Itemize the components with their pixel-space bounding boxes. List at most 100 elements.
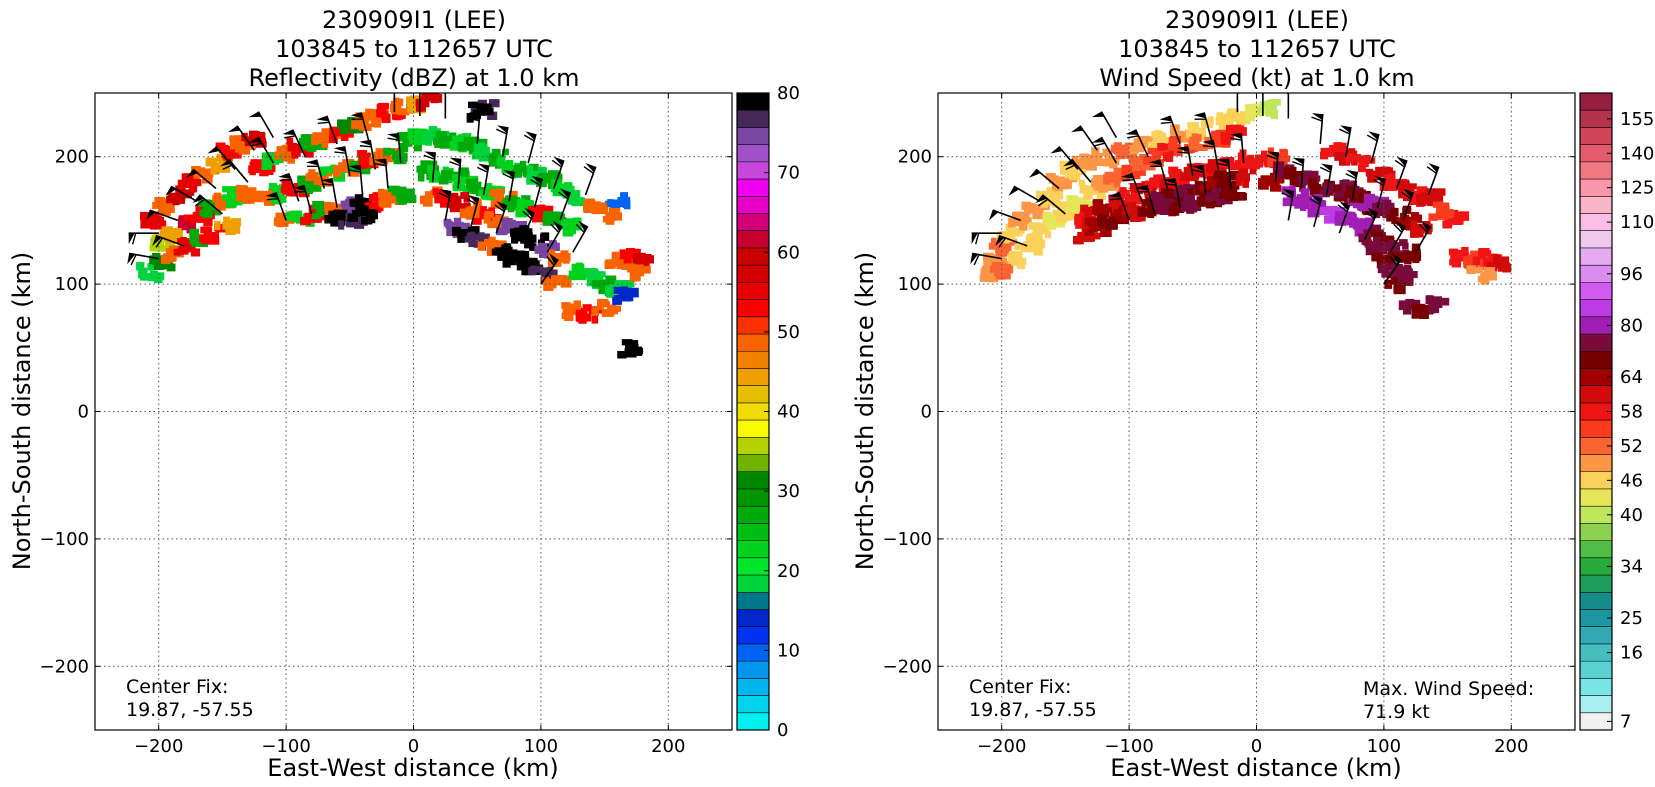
field-patch: [1008, 250, 1027, 270]
field-patch: [627, 263, 651, 282]
colorbar-swatch: [1580, 488, 1612, 507]
reflectivity-field: [136, 93, 654, 359]
colorbar-swatch: [737, 230, 769, 249]
plot-area: [95, 93, 732, 730]
colorbar-swatch: [1580, 385, 1612, 404]
wind-barb: [1345, 169, 1359, 202]
wind-barb: [583, 162, 597, 196]
colorbar-swatch: [737, 247, 769, 266]
wind-barb: [523, 131, 537, 164]
colorbar-swatch: [1580, 282, 1612, 300]
wind-barb: [558, 188, 572, 221]
colorbar-swatch: [737, 265, 769, 283]
colorbar-tick-label: 34: [1620, 556, 1643, 577]
wind-speed-panel: 230909I1 (LEE) 103845 to 112657 UTC Wind…: [851, 6, 1654, 782]
wind-barb: [1063, 158, 1092, 183]
colorbar-swatch: [1580, 144, 1612, 163]
colorbar-tick-label: 110: [1620, 212, 1654, 233]
wind-barb: [530, 175, 544, 208]
colorbar-swatch: [1580, 454, 1612, 473]
wind-barb: [1164, 177, 1181, 208]
x-axis: −200 −100 0 100 200: [977, 93, 1528, 757]
y-axis: −200 −100 0 100 200: [883, 147, 1575, 677]
wind-barb: [1091, 136, 1118, 164]
colorbar-swatch: [1580, 678, 1612, 696]
colorbar-swatch: [1580, 265, 1612, 283]
wind-barb: [1401, 188, 1415, 221]
x-tick-label: −200: [977, 736, 1026, 757]
field-patch: [140, 211, 167, 230]
wind-barb: [1281, 188, 1295, 221]
wind-barb: [476, 163, 490, 196]
field-patch: [583, 198, 608, 215]
colorbar-swatch: [1580, 712, 1612, 731]
field-patch: [1392, 264, 1418, 284]
wind-barbs: [970, 93, 1440, 285]
field-patch: [1220, 124, 1247, 145]
colorbar-swatch: [1580, 420, 1612, 438]
colorbar-swatch: [737, 127, 769, 145]
field-patch: [1466, 265, 1497, 285]
wind-barb: [1202, 139, 1220, 170]
colorbar-swatch: [1580, 575, 1612, 593]
field-patch: [1352, 217, 1374, 237]
wind-barb: [278, 172, 300, 202]
colorbar-swatch: [737, 678, 769, 696]
colorbar-tick-label: 10: [777, 640, 800, 661]
colorbar-tick-label: 58: [1620, 402, 1643, 423]
x-tick-label: 200: [651, 736, 685, 757]
field-patch: [989, 262, 1014, 280]
wind-barb: [127, 252, 159, 266]
wind-barb: [316, 115, 338, 145]
wind-barb: [1236, 93, 1239, 113]
colorbar-swatch: [737, 661, 769, 679]
center-fix-value: 19.87, -57.55: [126, 699, 254, 721]
colorbar-swatch: [1580, 661, 1612, 679]
colorbar-tick-label: 80: [777, 83, 800, 104]
wind-barb: [971, 232, 1002, 245]
y-tick-label: −100: [40, 529, 89, 550]
wind-barb: [1121, 172, 1143, 202]
colorbar-swatch: [737, 93, 769, 111]
y-tick-label: −200: [883, 656, 932, 677]
chart-title-line-1: 230909I1 (LEE): [322, 6, 506, 34]
wind-barb: [265, 191, 287, 221]
wind-barb: [321, 177, 338, 208]
wind-barb: [1389, 220, 1406, 253]
colorbar-swatch: [737, 540, 769, 559]
colorbar-tick-label: 50: [777, 322, 800, 343]
x-tick-label: 100: [1367, 736, 1401, 757]
wind-barb: [1091, 111, 1118, 138]
colorbar-swatch: [737, 609, 769, 628]
colorbar-tick-label: 70: [777, 163, 800, 184]
colorbar-swatch: [737, 454, 769, 473]
wind-barb: [1035, 194, 1066, 215]
wind-barb: [540, 253, 559, 285]
colorbar-swatch: [1580, 316, 1612, 335]
x-tick-label: 0: [1251, 736, 1262, 757]
colorbar-swatch: [737, 282, 769, 300]
field-patch: [1425, 295, 1450, 314]
colorbar-swatch: [737, 471, 769, 490]
colorbar-swatch: [737, 523, 769, 541]
field-patch: [297, 175, 322, 194]
wind-barb: [165, 185, 198, 202]
colorbar-swatch: [737, 385, 769, 404]
colorbar-swatch: [737, 626, 769, 645]
y-tick-label: 100: [898, 274, 932, 295]
colorbar-tick-label: 30: [777, 481, 800, 502]
colorbar-swatch: [737, 161, 769, 180]
field-patch: [561, 300, 582, 321]
colorbar-swatch: [737, 575, 769, 593]
colorbar-swatch: [737, 316, 769, 335]
wind-barb: [1008, 185, 1041, 202]
colorbar-swatch: [1580, 643, 1612, 662]
wind-barb: [438, 188, 452, 221]
y-axis-label: North-South distance (km): [8, 252, 36, 571]
colorbar-tick-label: 7: [1620, 711, 1631, 732]
colorbar-swatch: [1580, 695, 1612, 714]
colorbar-swatch: [737, 334, 769, 352]
colorbar-tick-label: 40: [777, 402, 800, 423]
wind-barb: [192, 194, 223, 215]
